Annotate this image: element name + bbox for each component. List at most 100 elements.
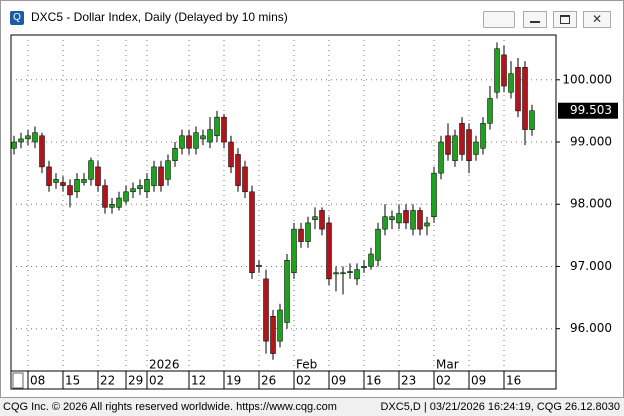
candle-body <box>480 123 486 149</box>
candle-body <box>11 141 17 149</box>
x-tick-label: 23 <box>401 374 416 388</box>
candle-body <box>452 135 458 161</box>
candle-body <box>39 135 45 168</box>
candle-body <box>361 266 367 268</box>
period-label: Feb <box>296 358 317 372</box>
candle-body <box>151 166 157 186</box>
x-tick-label: 16 <box>506 374 521 388</box>
candle-body <box>263 278 269 342</box>
title-bar: Q DXC5 - Dollar Index, Daily (Delayed by… <box>1 1 623 33</box>
x-tick-label: 09 <box>471 374 486 388</box>
minimize-button[interactable] <box>523 11 547 28</box>
plot-area <box>10 34 557 372</box>
candle-body <box>81 179 87 183</box>
candle-body <box>18 138 24 143</box>
candle-body <box>305 222 311 242</box>
candle-body <box>319 210 325 230</box>
candle-body <box>242 166 248 193</box>
candle-body <box>214 116 220 137</box>
x-tick-label: 02 <box>436 374 451 388</box>
candle-body <box>459 123 465 155</box>
candle-body <box>158 166 164 186</box>
period-label: Mar <box>436 358 459 372</box>
window: Q DXC5 - Dollar Index, Daily (Delayed by… <box>0 0 624 398</box>
candle-body <box>389 216 395 221</box>
candle-body <box>270 315 276 354</box>
candle-body <box>529 110 535 130</box>
x-tick-label: 26 <box>261 374 276 388</box>
candle-body <box>501 54 507 87</box>
x-tick-label: 12 <box>191 374 206 388</box>
candle-body <box>326 222 332 280</box>
candle-body <box>515 67 521 112</box>
candle-body <box>130 188 136 193</box>
candle-body <box>102 185 108 208</box>
candle-body <box>487 98 493 124</box>
period-label: 2026 <box>149 358 180 372</box>
candle-body <box>179 135 185 149</box>
candle-body <box>382 216 388 230</box>
link-button[interactable] <box>483 11 515 28</box>
x-tick-label: 15 <box>65 374 80 388</box>
candle-body <box>67 185 73 196</box>
candle-body <box>494 48 500 93</box>
candle-body <box>403 210 409 224</box>
candle-body <box>291 228 297 273</box>
x-tick-label: 02 <box>149 374 164 388</box>
candle-body <box>74 179 80 193</box>
candle-body <box>53 179 59 183</box>
y-tick-label: 98.000 <box>570 197 612 211</box>
candle-body <box>95 166 101 186</box>
close-button[interactable]: ✕ <box>583 11 611 28</box>
x-tick-label: 22 <box>100 374 115 388</box>
candle-body <box>200 135 206 140</box>
x-tick-label: 08 <box>30 374 45 388</box>
candle-body <box>431 172 437 217</box>
maximize-button[interactable] <box>553 11 577 28</box>
candle-body <box>165 160 171 180</box>
scroll-stub <box>12 372 24 389</box>
candle-body <box>249 191 255 273</box>
candle-body <box>466 129 472 161</box>
candle-body <box>438 141 444 174</box>
candle-body <box>417 210 423 230</box>
x-tick-label: 02 <box>296 374 311 388</box>
candle-body <box>32 132 38 143</box>
last-price-box <box>558 102 618 119</box>
candle-body <box>193 132 199 149</box>
candle-body <box>228 141 234 168</box>
candle-body <box>186 135 192 149</box>
candle-body <box>116 197 122 208</box>
y-tick-label: 99.000 <box>570 135 612 149</box>
y-tick-label: 96.000 <box>570 321 612 335</box>
candle-body <box>277 309 283 342</box>
footer-right: DXC5,D | 03/21/2026 16:24:19, CQG 26.12.… <box>380 401 620 413</box>
candle-body <box>347 271 353 273</box>
candle-body <box>410 210 416 230</box>
x-tick-label: 29 <box>128 374 143 388</box>
app-icon: Q <box>10 11 24 25</box>
window-title: DXC5 - Dollar Index, Daily (Delayed by 1… <box>31 10 288 24</box>
candle-body <box>144 179 150 193</box>
candle-body <box>508 73 514 93</box>
candle-body <box>123 191 129 202</box>
candle-body <box>46 166 52 186</box>
candle-body <box>298 228 304 242</box>
candle-body <box>207 129 213 143</box>
candle-body <box>88 160 94 180</box>
candle-body <box>522 67 528 130</box>
footer-left: CQG Inc. © 2026 All rights reserved worl… <box>3 401 337 413</box>
candle-body <box>368 253 374 267</box>
candle-body <box>284 259 290 323</box>
candle-body <box>137 185 143 189</box>
candle-body <box>109 203 115 208</box>
candle-body <box>221 116 227 143</box>
candle-body <box>256 264 262 267</box>
last-price-label: 99.503 <box>570 103 612 117</box>
x-tick-label: 19 <box>226 374 241 388</box>
candle-body <box>60 182 66 186</box>
candle-body <box>396 213 402 224</box>
candle-body <box>172 147 178 161</box>
chart: 96.000 97.000 98.000 99.000 100.000 08 15 22 29 0… <box>10 34 618 390</box>
y-tick-label: 100.000 <box>562 72 612 86</box>
